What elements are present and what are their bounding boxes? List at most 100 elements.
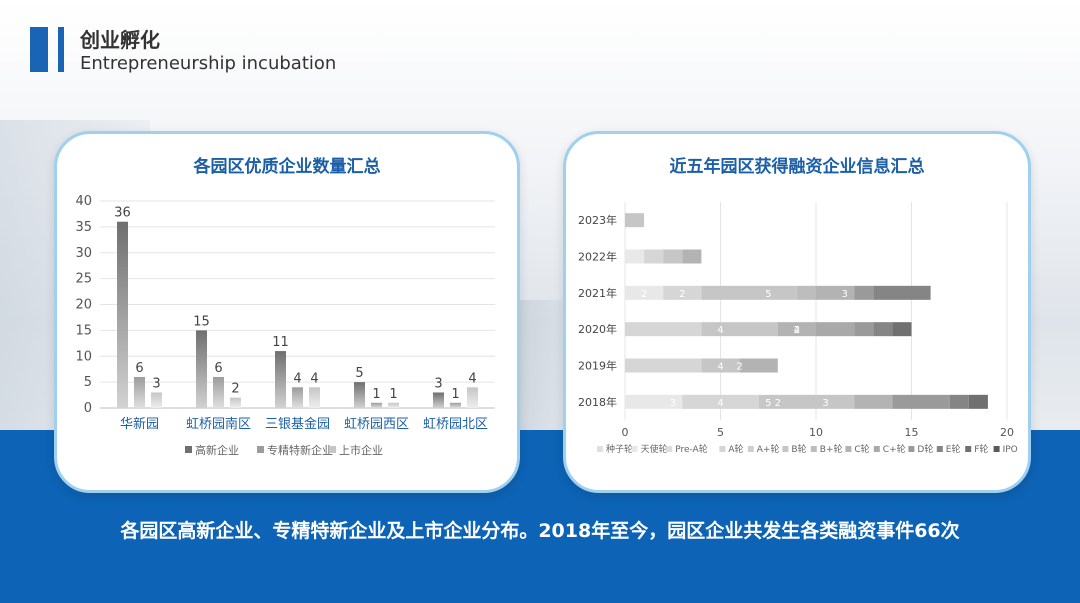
data-label: 5 bbox=[765, 398, 771, 409]
bar-segment bbox=[854, 322, 874, 337]
legend-swatch bbox=[965, 446, 972, 452]
bar-segment bbox=[892, 322, 912, 337]
legend-swatch bbox=[719, 446, 726, 452]
legend-swatch bbox=[936, 446, 943, 452]
legend-label: IPO bbox=[1003, 445, 1018, 455]
bar bbox=[467, 387, 478, 408]
legend-swatch bbox=[597, 446, 603, 452]
data-label: 3 bbox=[841, 289, 847, 300]
x-tick-label: 10 bbox=[809, 426, 823, 439]
legend-swatch bbox=[747, 446, 754, 452]
chart-title: 各园区优质企业数量汇总 bbox=[193, 157, 381, 177]
data-label: 3 bbox=[822, 398, 828, 409]
bar-segment bbox=[663, 249, 683, 264]
data-label: 1 bbox=[372, 387, 380, 402]
y-tick-label: 2023年 bbox=[578, 213, 617, 227]
x-tick-label: 15 bbox=[905, 426, 919, 439]
title-accent-bar bbox=[30, 27, 48, 72]
data-label: 3 bbox=[152, 376, 160, 391]
y-tick-label: 5 bbox=[84, 375, 92, 390]
data-label: 6 bbox=[214, 361, 222, 376]
y-tick-label: 30 bbox=[75, 246, 92, 261]
bar bbox=[371, 402, 382, 408]
bar bbox=[151, 392, 162, 408]
y-tick-label: 10 bbox=[75, 349, 92, 364]
bar-segment bbox=[625, 322, 702, 337]
y-tick-label: 2019年 bbox=[578, 359, 617, 373]
data-label: 5 bbox=[765, 289, 771, 300]
y-tick-label: 2021年 bbox=[578, 286, 617, 300]
bar bbox=[433, 392, 444, 408]
bar-segment bbox=[758, 394, 855, 409]
bar-segment bbox=[625, 249, 645, 264]
y-tick-label: 25 bbox=[75, 272, 92, 287]
data-label: 2 bbox=[736, 362, 742, 373]
legend-swatch bbox=[908, 446, 915, 452]
legend-swatch bbox=[810, 446, 817, 452]
data-label: 36 bbox=[114, 206, 131, 221]
legend-label: 天使轮 bbox=[641, 443, 668, 455]
legend-label: B轮 bbox=[791, 443, 806, 455]
data-label: 3 bbox=[670, 398, 676, 409]
x-tick-label: 三银基金园 bbox=[265, 416, 330, 432]
bar-segment bbox=[777, 322, 816, 337]
bar-segment bbox=[854, 285, 874, 300]
bar-segment bbox=[682, 249, 702, 264]
bar bbox=[213, 376, 224, 408]
bar-segment bbox=[682, 394, 759, 409]
bar-segment bbox=[816, 285, 855, 300]
x-tick-label: 0 bbox=[622, 426, 629, 439]
bar bbox=[134, 376, 145, 408]
bar-segment bbox=[701, 322, 778, 337]
bar-segment bbox=[625, 285, 664, 300]
bar-segment bbox=[663, 285, 702, 300]
data-label: 4 bbox=[468, 371, 476, 386]
data-label: 1 bbox=[389, 387, 397, 402]
bar-segment bbox=[968, 394, 988, 409]
data-label: 4 bbox=[310, 371, 318, 386]
data-label: 5 bbox=[355, 366, 363, 381]
x-tick-label: 5 bbox=[717, 426, 724, 439]
data-label: 11 bbox=[272, 335, 289, 350]
bar-segment bbox=[701, 358, 740, 373]
x-tick-label: 20 bbox=[1000, 426, 1014, 439]
legend-label: E轮 bbox=[946, 443, 961, 455]
bar-segment bbox=[816, 322, 855, 337]
legend-swatch bbox=[782, 446, 789, 452]
legend-label: F轮 bbox=[974, 443, 988, 455]
bar-segment bbox=[873, 285, 931, 300]
bar bbox=[275, 351, 286, 408]
bar-segment bbox=[739, 358, 778, 373]
legend-swatch bbox=[257, 446, 264, 453]
data-label: 2 bbox=[231, 382, 239, 397]
page-title: 创业孵化 bbox=[80, 28, 160, 52]
data-label: 4 bbox=[717, 398, 723, 409]
y-tick-label: 0 bbox=[84, 401, 92, 416]
data-label: 1 bbox=[451, 387, 459, 402]
legend-label: 上市企业 bbox=[339, 443, 383, 457]
legend-label: B+轮 bbox=[820, 443, 843, 455]
legend-swatch bbox=[993, 446, 1000, 452]
data-label: 6 bbox=[135, 361, 143, 376]
data-label: 15 bbox=[193, 314, 210, 329]
legend-swatch bbox=[666, 446, 673, 452]
legend-label: Pre-A轮 bbox=[675, 443, 708, 455]
chart-card-financing: 近五年园区获得融资企业信息汇总 0 5 10 15 20 2023年 2022年 2021年 2… bbox=[563, 131, 1031, 493]
x-tick-label: 虹桥园西区 bbox=[344, 417, 409, 432]
data-label: 4 bbox=[794, 325, 800, 336]
bar-segment bbox=[625, 213, 645, 228]
y-tick-label: 2020年 bbox=[578, 322, 617, 336]
data-label: 4 bbox=[293, 371, 301, 386]
page-subtitle: Entrepreneurship incubation bbox=[80, 53, 337, 74]
bar bbox=[230, 397, 241, 408]
legend-swatch bbox=[873, 446, 880, 452]
y-tick-label: 35 bbox=[75, 220, 92, 235]
data-label: 2 bbox=[775, 398, 781, 409]
legend-label: A+轮 bbox=[757, 443, 780, 455]
legend-label: D轮 bbox=[917, 443, 933, 455]
bar-segment bbox=[625, 394, 683, 409]
x-tick-label: 虹桥园南区 bbox=[186, 416, 251, 432]
bar bbox=[196, 330, 207, 408]
data-label: 2 bbox=[794, 325, 800, 336]
